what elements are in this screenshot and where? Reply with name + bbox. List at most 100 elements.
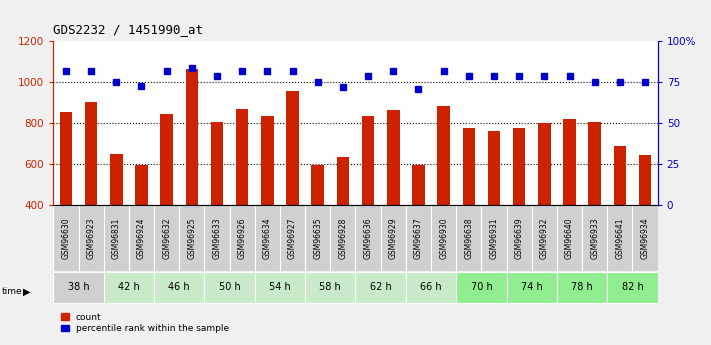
FancyBboxPatch shape (255, 272, 305, 303)
Text: 38 h: 38 h (68, 282, 90, 292)
Bar (614, 146, 626, 205)
FancyBboxPatch shape (380, 205, 406, 271)
Text: 66 h: 66 h (420, 282, 442, 292)
FancyBboxPatch shape (305, 205, 331, 271)
Text: 62 h: 62 h (370, 282, 392, 292)
FancyBboxPatch shape (78, 205, 104, 271)
Text: 82 h: 82 h (621, 282, 643, 292)
Bar (85, 102, 97, 205)
FancyBboxPatch shape (104, 205, 129, 271)
Text: GSM96926: GSM96926 (237, 217, 247, 259)
Bar (287, 90, 299, 205)
FancyBboxPatch shape (456, 272, 506, 303)
Text: GSM96924: GSM96924 (137, 217, 146, 259)
Text: 58 h: 58 h (319, 282, 341, 292)
Bar (236, 109, 248, 205)
Text: GSM96640: GSM96640 (565, 217, 574, 259)
Text: GSM96638: GSM96638 (464, 217, 474, 259)
Text: 54 h: 54 h (269, 282, 291, 292)
Bar (563, 119, 576, 205)
Text: 42 h: 42 h (118, 282, 140, 292)
Text: GSM96927: GSM96927 (288, 217, 297, 259)
Text: GSM96635: GSM96635 (314, 217, 322, 259)
Text: GSM96932: GSM96932 (540, 217, 549, 259)
Text: 74 h: 74 h (521, 282, 542, 292)
Bar (336, 157, 349, 205)
FancyBboxPatch shape (456, 205, 481, 271)
FancyBboxPatch shape (557, 205, 582, 271)
FancyBboxPatch shape (607, 205, 633, 271)
Text: 46 h: 46 h (169, 282, 190, 292)
Text: ▶: ▶ (23, 287, 31, 297)
Text: GSM96637: GSM96637 (414, 217, 423, 259)
Bar (437, 106, 450, 205)
FancyBboxPatch shape (481, 205, 506, 271)
Text: GDS2232 / 1451990_at: GDS2232 / 1451990_at (53, 23, 203, 36)
FancyBboxPatch shape (154, 205, 179, 271)
FancyBboxPatch shape (356, 272, 406, 303)
Text: GSM96928: GSM96928 (338, 217, 348, 259)
FancyBboxPatch shape (205, 205, 230, 271)
Text: time: time (1, 287, 22, 296)
FancyBboxPatch shape (506, 272, 557, 303)
FancyBboxPatch shape (305, 272, 356, 303)
Text: GSM96929: GSM96929 (389, 217, 397, 259)
FancyBboxPatch shape (179, 205, 205, 271)
FancyBboxPatch shape (431, 205, 456, 271)
FancyBboxPatch shape (255, 205, 280, 271)
Bar (261, 116, 274, 205)
Bar (60, 112, 73, 205)
FancyBboxPatch shape (53, 272, 104, 303)
Bar (538, 124, 550, 205)
Bar (186, 69, 198, 205)
Bar (589, 122, 601, 205)
Text: GSM96633: GSM96633 (213, 217, 222, 259)
FancyBboxPatch shape (607, 272, 658, 303)
FancyBboxPatch shape (205, 272, 255, 303)
Text: GSM96641: GSM96641 (616, 217, 624, 259)
FancyBboxPatch shape (406, 205, 431, 271)
Bar (513, 128, 525, 205)
Text: GSM96639: GSM96639 (515, 217, 524, 259)
Text: GSM96934: GSM96934 (641, 217, 650, 259)
FancyBboxPatch shape (230, 205, 255, 271)
FancyBboxPatch shape (331, 205, 356, 271)
Bar (638, 155, 651, 205)
FancyBboxPatch shape (356, 205, 380, 271)
Text: GSM96831: GSM96831 (112, 217, 121, 259)
Text: GSM96933: GSM96933 (590, 217, 599, 259)
Text: 78 h: 78 h (571, 282, 593, 292)
Text: GSM96930: GSM96930 (439, 217, 448, 259)
Text: GSM96923: GSM96923 (87, 217, 95, 259)
FancyBboxPatch shape (104, 272, 154, 303)
Text: 50 h: 50 h (219, 282, 240, 292)
Text: GSM96632: GSM96632 (162, 217, 171, 259)
Bar (311, 165, 324, 205)
Text: GSM96925: GSM96925 (187, 217, 196, 259)
FancyBboxPatch shape (532, 205, 557, 271)
Bar (362, 116, 375, 205)
Bar (387, 110, 400, 205)
FancyBboxPatch shape (633, 205, 658, 271)
Text: GSM96634: GSM96634 (263, 217, 272, 259)
Bar (210, 122, 223, 205)
Legend: count, percentile rank within the sample: count, percentile rank within the sample (58, 309, 232, 337)
Text: GSM96931: GSM96931 (489, 217, 498, 259)
Text: GSM96630: GSM96630 (61, 217, 70, 259)
FancyBboxPatch shape (154, 272, 205, 303)
FancyBboxPatch shape (53, 205, 78, 271)
Bar (463, 128, 475, 205)
FancyBboxPatch shape (406, 272, 456, 303)
FancyBboxPatch shape (280, 205, 305, 271)
Text: 70 h: 70 h (471, 282, 492, 292)
FancyBboxPatch shape (506, 205, 532, 271)
Bar (488, 130, 501, 205)
FancyBboxPatch shape (129, 205, 154, 271)
Bar (110, 154, 122, 205)
Bar (161, 114, 173, 205)
Bar (412, 165, 424, 205)
Text: GSM96636: GSM96636 (363, 217, 373, 259)
FancyBboxPatch shape (582, 205, 607, 271)
Bar (135, 165, 148, 205)
FancyBboxPatch shape (557, 272, 607, 303)
